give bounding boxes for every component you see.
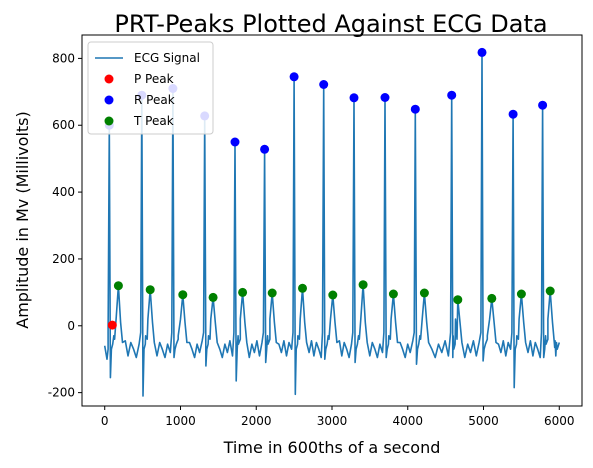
legend-label-r-peak: R Peak bbox=[134, 93, 175, 107]
y-tick-label: 0 bbox=[67, 319, 75, 333]
x-axis: 0 1000 2000 3000 4000 5000 6000 bbox=[101, 406, 575, 428]
y-tick-label: 600 bbox=[52, 118, 75, 132]
x-tick-label: 1000 bbox=[165, 414, 196, 428]
x-tick-label: 6000 bbox=[544, 414, 575, 428]
t-peak-marker bbox=[113, 281, 123, 291]
r-peak-marker bbox=[508, 109, 518, 119]
x-tick-label: 0 bbox=[101, 414, 109, 428]
r-peak-marker bbox=[447, 90, 457, 100]
p-peak-marker bbox=[107, 320, 117, 330]
y-axis: -200 0 200 400 600 800 bbox=[48, 51, 82, 400]
t-peak-marker bbox=[238, 287, 248, 297]
y-axis-label: Amplitude in Mv (Millivolts) bbox=[13, 111, 32, 329]
r-peak-marker bbox=[319, 80, 329, 89]
t-peak-marker bbox=[545, 286, 555, 296]
legend-label-signal: ECG Signal bbox=[134, 51, 200, 65]
x-axis-label: Time in 600ths of a second bbox=[223, 438, 441, 457]
y-tick-label: 800 bbox=[52, 51, 75, 65]
t-peak-marker bbox=[328, 290, 338, 300]
t-peak-marker bbox=[516, 289, 526, 299]
t-peak-marker bbox=[178, 290, 188, 300]
r-peak-marker bbox=[380, 93, 390, 102]
r-peak-marker bbox=[260, 144, 270, 154]
r-peak-marker bbox=[349, 93, 359, 103]
y-tick-label: 200 bbox=[52, 252, 75, 266]
legend-r-peak-swatch bbox=[104, 95, 114, 105]
r-peak-marker bbox=[477, 47, 487, 57]
t-peak-marker bbox=[145, 285, 155, 295]
x-tick-label: 3000 bbox=[317, 414, 348, 428]
t-peak-marker bbox=[419, 288, 429, 298]
r-peak-marker bbox=[410, 104, 420, 114]
r-peak-marker bbox=[289, 72, 299, 82]
chart-title: PRT-Peaks Plotted Against ECG Data bbox=[114, 10, 547, 38]
y-tick-label: -200 bbox=[48, 386, 75, 400]
legend-label-t-peak: T Peak bbox=[133, 114, 174, 128]
legend-label-p-peak: P Peak bbox=[134, 72, 174, 86]
t-peak-marker bbox=[388, 289, 398, 299]
r-peak-marker bbox=[538, 100, 548, 110]
t-peak-marker bbox=[267, 288, 277, 298]
t-peak-marker bbox=[298, 283, 307, 293]
legend: ECG Signal P Peak R Peak T Peak bbox=[87, 41, 214, 135]
legend-p-peak-swatch bbox=[104, 74, 114, 84]
x-tick-label: 2000 bbox=[241, 414, 272, 428]
r-peak-marker bbox=[230, 137, 240, 147]
y-tick-label: 400 bbox=[52, 185, 75, 199]
legend-t-peak-swatch bbox=[104, 116, 114, 126]
t-peak-marker bbox=[208, 292, 218, 302]
legend-box bbox=[87, 41, 214, 135]
x-tick-label: 4000 bbox=[392, 414, 423, 428]
t-peak-marker bbox=[358, 280, 368, 290]
t-peak-marker bbox=[487, 293, 497, 303]
t-peak-marker bbox=[453, 295, 463, 305]
x-tick-label: 5000 bbox=[468, 414, 499, 428]
